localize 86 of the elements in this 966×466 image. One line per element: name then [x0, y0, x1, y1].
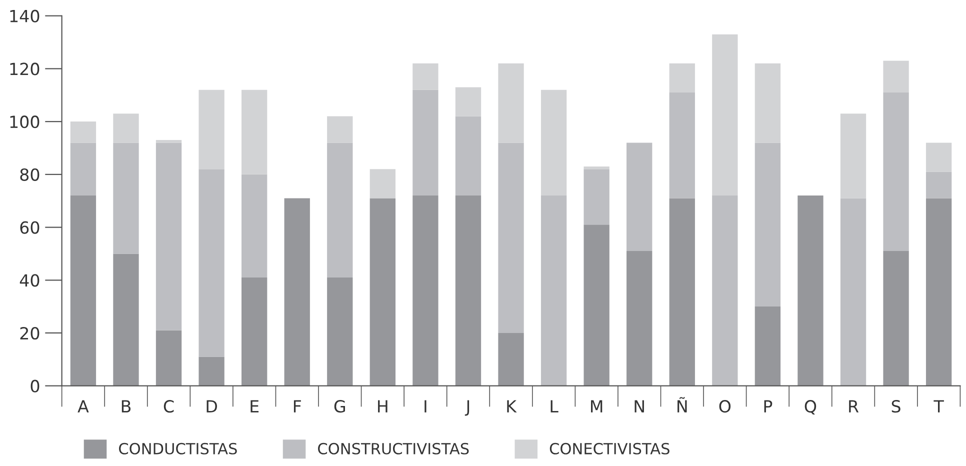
x-tick-label: T [934, 400, 944, 412]
bar [156, 142, 182, 330]
bar [198, 169, 224, 357]
y-tick-label: 140 [10, 10, 40, 22]
bar [498, 142, 524, 333]
bar [242, 90, 268, 174]
x-tick-label: G [334, 400, 345, 413]
bar [198, 90, 224, 170]
x-tick-label: B [122, 400, 131, 412]
bar [626, 251, 652, 386]
x-tick-label: P [764, 400, 772, 412]
x-tick-label: E [250, 400, 259, 412]
bar [70, 196, 96, 386]
bar [584, 166, 610, 170]
bar [70, 122, 96, 143]
bar [113, 142, 139, 254]
bar [113, 254, 139, 386]
bar [412, 90, 438, 196]
y-tick-label: 120 [10, 62, 40, 76]
y-tick-label: 100 [10, 116, 40, 128]
legend-label: CONDUCTISTAS [119, 442, 237, 454]
x-tick-label: A [78, 400, 89, 412]
bar [926, 198, 952, 386]
bar [327, 116, 353, 143]
bar [926, 172, 952, 198]
bar [370, 198, 396, 386]
bar [669, 92, 695, 198]
y-tick-label: 60 [20, 221, 40, 234]
x-tick-label: L [550, 400, 558, 412]
bar [840, 198, 866, 386]
bar [242, 174, 268, 278]
x-tick-label: H [378, 400, 388, 412]
bar [584, 224, 610, 386]
bar [754, 142, 781, 307]
bar [327, 142, 353, 278]
x-tick-label: Ñ [678, 397, 687, 412]
bar [498, 332, 524, 386]
bar [669, 63, 695, 92]
bar [156, 330, 182, 386]
x-tick-label: R [849, 400, 859, 412]
legend-label: CONSTRUCTIVISTAS [318, 442, 469, 454]
bar [412, 196, 438, 386]
bar [712, 196, 738, 386]
bar [883, 251, 909, 386]
x-tick-label: I [424, 400, 426, 412]
x-tick-label: F [294, 400, 301, 412]
bar [498, 63, 524, 143]
x-tick-label: M [591, 400, 602, 412]
bar [883, 92, 909, 252]
bar [70, 142, 96, 196]
bar [926, 142, 952, 172]
bar [626, 142, 652, 252]
bar [669, 198, 695, 386]
bar [754, 63, 781, 143]
bar [584, 169, 610, 225]
bar [113, 114, 139, 143]
bar [327, 277, 353, 386]
x-tick-label: O [719, 400, 731, 413]
bar [455, 116, 482, 196]
bar [840, 114, 866, 198]
x-tick-label: Q [804, 400, 816, 415]
bar [540, 196, 567, 386]
bar [540, 90, 567, 196]
bar [712, 34, 738, 196]
x-tick-label: S [892, 400, 900, 413]
x-tick-label: N [634, 400, 644, 412]
bar [455, 196, 482, 386]
bar [284, 198, 310, 386]
x-tick-label: J [464, 400, 470, 416]
bar [242, 277, 268, 386]
x-tick-label: C [164, 400, 174, 413]
bar [883, 60, 909, 92]
legend-label: CONECTIVISTAS [550, 442, 670, 454]
bar [370, 169, 396, 198]
y-tick-label: 0 [30, 380, 40, 392]
y-tick-label: 40 [20, 274, 40, 287]
x-tick-label: D [206, 400, 217, 412]
y-tick-label: 80 [20, 168, 40, 181]
bar [455, 87, 482, 116]
bar [156, 140, 182, 143]
bar [754, 306, 781, 386]
bar [798, 196, 824, 386]
y-tick-label: 20 [20, 326, 40, 340]
bar [412, 63, 438, 90]
bar [198, 356, 224, 386]
x-tick-label: K [507, 400, 517, 412]
